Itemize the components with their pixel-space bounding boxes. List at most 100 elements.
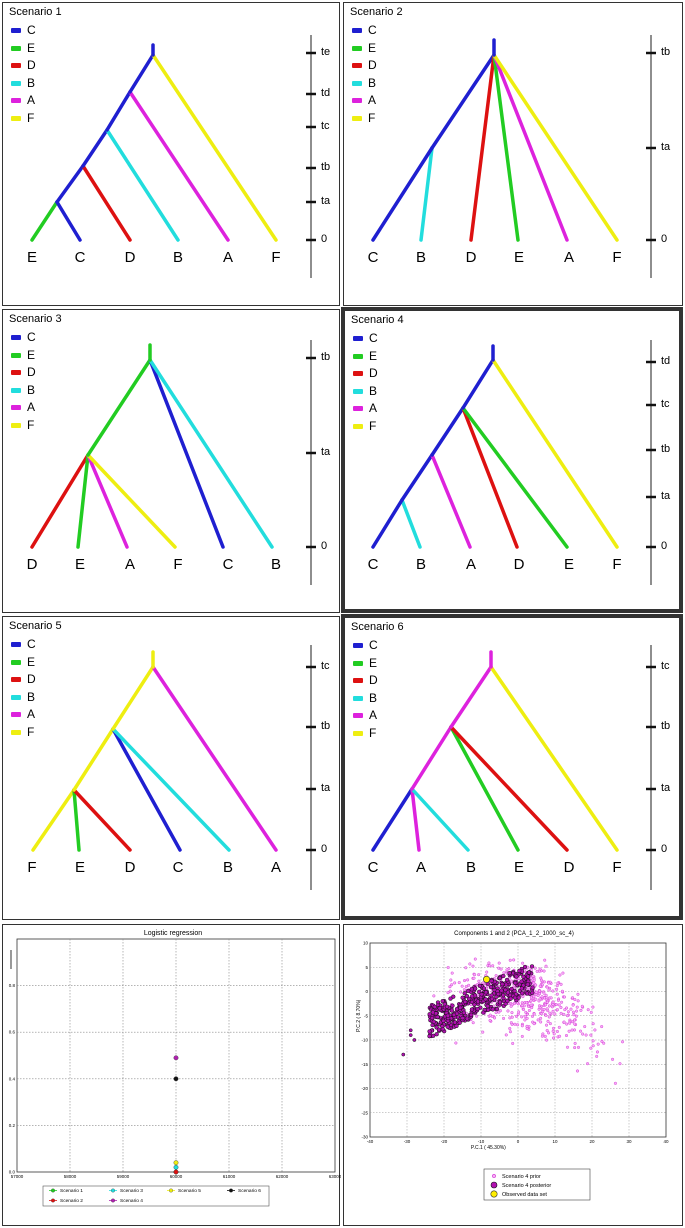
pca-posterior-point xyxy=(454,1023,459,1029)
pca-posterior-point xyxy=(477,989,482,994)
legend-swatch xyxy=(11,405,21,411)
pca-prior-point xyxy=(517,976,521,980)
branch-C xyxy=(111,727,182,852)
legend-label: C xyxy=(27,637,36,651)
pca-posterior-point xyxy=(440,998,445,1004)
pca-posterior-point xyxy=(517,968,522,973)
branch-F xyxy=(492,53,619,242)
pca-prior-point xyxy=(545,1023,549,1027)
lr-xtick: 57000 xyxy=(11,1174,24,1179)
pca-prior-point xyxy=(551,1002,555,1006)
pca-prior-point xyxy=(542,996,546,1000)
pca-xtick: -10 xyxy=(478,1139,485,1144)
legend-label: E xyxy=(27,654,36,669)
pca-prior-point xyxy=(520,1034,524,1038)
lr-ytick: 0.4 xyxy=(9,1076,16,1081)
legend-label: E xyxy=(369,348,378,363)
legend-label: F xyxy=(27,110,35,125)
pca-posterior-point xyxy=(509,986,514,992)
pca-prior-point xyxy=(545,985,549,989)
pca-legend-marker xyxy=(490,1190,498,1198)
branch-C xyxy=(371,146,434,242)
pca-prior-point xyxy=(602,1041,606,1045)
leaf-label-B: B xyxy=(465,859,476,876)
pca-prior-point xyxy=(548,1011,552,1015)
pca-prior-point xyxy=(448,989,452,993)
pca-prior-point xyxy=(555,1029,559,1033)
pca-prior-point xyxy=(510,1015,514,1019)
pca-prior-point xyxy=(573,1046,577,1050)
pca-prior-point xyxy=(506,1009,510,1013)
legend-label: C xyxy=(368,23,377,37)
pca-prior-point xyxy=(473,973,477,977)
time-label-td: td xyxy=(321,87,331,99)
pca-prior-point xyxy=(488,1018,492,1022)
pca-prior-point xyxy=(542,969,546,973)
pca-prior-point xyxy=(579,1029,583,1033)
scenario-title: Scenario 2 xyxy=(350,6,403,18)
time-label-te: te xyxy=(321,46,331,58)
legend-label: C xyxy=(369,638,378,652)
pca-prior-point xyxy=(576,1069,580,1073)
logistic-regression-panel: Logistic regression 57000 58000 59000 60000 6… xyxy=(2,924,341,1226)
legend-label: F xyxy=(27,417,35,432)
pca-prior-point xyxy=(554,1003,558,1007)
pca-posterior-point xyxy=(430,1010,436,1015)
pca-prior-point xyxy=(537,1004,541,1008)
pca-prior-point xyxy=(513,1022,517,1026)
pca-xtick: 0 xyxy=(517,1139,520,1144)
legend-swatch xyxy=(11,28,21,34)
legend-item-E: E xyxy=(353,656,377,670)
pca-posterior-point xyxy=(470,994,475,999)
pca-prior-point xyxy=(494,1011,498,1015)
leaf-label-C: C xyxy=(222,556,234,573)
legend-swatch xyxy=(352,80,362,86)
branch-C xyxy=(371,498,404,549)
pca-prior-point xyxy=(552,1032,556,1036)
pca-prior-point xyxy=(535,969,539,973)
pca-prior-point xyxy=(539,1020,543,1024)
legend-label: F xyxy=(369,418,377,433)
pca-prior-point xyxy=(600,1039,604,1043)
pca-prior-point xyxy=(472,976,476,980)
legend-swatch xyxy=(11,387,21,393)
pca-prior-point xyxy=(523,1014,527,1018)
legend-swatch xyxy=(353,371,363,377)
pca-prior-point xyxy=(543,1034,547,1038)
pca-posterior-point xyxy=(434,1032,439,1037)
pca-prior-point xyxy=(471,964,475,968)
legend-swatch xyxy=(353,388,363,394)
legend-item-A: A xyxy=(353,708,377,722)
pca-posterior-point xyxy=(497,976,503,981)
lr-xtick: 60000 xyxy=(170,1174,183,1179)
pca-posterior-point xyxy=(444,1004,450,1009)
legend-label: B xyxy=(27,75,36,90)
branch-A xyxy=(449,665,493,729)
legend-swatch xyxy=(11,370,21,376)
pca-posterior-point xyxy=(504,982,509,987)
leaf-label-C: C xyxy=(74,249,86,266)
pca-prior-point xyxy=(530,1006,534,1010)
legend-item-F: F xyxy=(11,418,34,432)
pca-prior-point xyxy=(562,995,566,999)
legend-swatch xyxy=(352,28,362,34)
pca-prior-point xyxy=(530,1014,534,1018)
pca-prior-point xyxy=(558,1034,562,1038)
branch-E xyxy=(461,406,569,549)
branch-F xyxy=(491,358,619,549)
pca-posterior-point xyxy=(503,987,508,993)
legend-swatch xyxy=(353,695,363,701)
legend-swatch xyxy=(11,729,21,735)
pca-posterior-point xyxy=(483,997,488,1002)
pca-prior-point xyxy=(508,1030,512,1034)
branch-F xyxy=(86,453,177,549)
pca-posterior-point xyxy=(462,991,467,996)
legend-label: E xyxy=(369,655,378,670)
pca-prior-point xyxy=(532,1012,536,1016)
leaf-label-D: D xyxy=(465,249,477,266)
pca-prior-point xyxy=(547,988,551,992)
pca-prior-point xyxy=(547,1015,551,1019)
pca-prior-point xyxy=(574,1014,578,1018)
branch-C xyxy=(148,358,225,549)
pca-prior-point xyxy=(532,994,536,998)
